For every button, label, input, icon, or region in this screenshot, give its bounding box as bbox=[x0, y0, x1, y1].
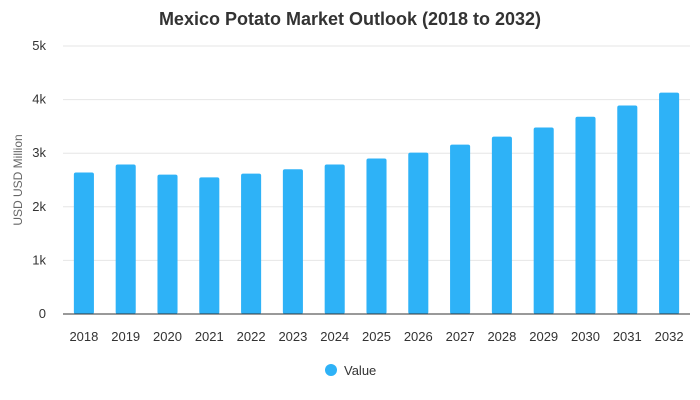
bar[interactable] bbox=[199, 177, 220, 314]
x-axis-ticks: 2018 2019 2020 2021 2022 2023 2024 2025 2026 2027… bbox=[69, 329, 683, 344]
x-tick-label: 2021 bbox=[195, 329, 224, 344]
x-tick-label: 2018 bbox=[69, 329, 98, 344]
bar[interactable] bbox=[659, 92, 680, 314]
bar[interactable] bbox=[575, 116, 596, 314]
bar[interactable] bbox=[366, 158, 387, 314]
x-tick-label: 2019 bbox=[111, 329, 140, 344]
y-tick-label: 0 bbox=[39, 306, 46, 321]
bar[interactable] bbox=[324, 164, 345, 314]
y-tick-label: 3k bbox=[32, 145, 46, 160]
x-tick-label: 2027 bbox=[446, 329, 475, 344]
chart-title: Mexico Potato Market Outlook (2018 to 20… bbox=[159, 9, 541, 29]
bars bbox=[73, 92, 680, 314]
y-tick-label: 4k bbox=[32, 92, 46, 107]
x-tick-label: 2029 bbox=[529, 329, 558, 344]
bar[interactable] bbox=[408, 152, 429, 314]
bar[interactable] bbox=[115, 164, 136, 314]
x-tick-label: 2031 bbox=[613, 329, 642, 344]
x-tick-label: 2026 bbox=[404, 329, 433, 344]
bar[interactable] bbox=[73, 172, 94, 314]
x-tick-label: 2028 bbox=[487, 329, 516, 344]
y-axis-ticks: 0 1k 2k 3k 4k 5k bbox=[32, 38, 46, 321]
bar[interactable] bbox=[491, 136, 512, 314]
x-tick-label: 2022 bbox=[237, 329, 266, 344]
x-tick-label: 2025 bbox=[362, 329, 391, 344]
legend[interactable]: Value bbox=[325, 363, 376, 378]
bar[interactable] bbox=[617, 105, 638, 314]
legend-label: Value bbox=[344, 363, 376, 378]
y-tick-label: 1k bbox=[32, 252, 46, 267]
y-tick-label: 5k bbox=[32, 38, 46, 53]
x-tick-label: 2030 bbox=[571, 329, 600, 344]
legend-marker-icon bbox=[325, 364, 337, 376]
x-tick-label: 2023 bbox=[278, 329, 307, 344]
y-tick-label: 2k bbox=[32, 199, 46, 214]
bar[interactable] bbox=[450, 144, 471, 314]
x-tick-label: 2032 bbox=[655, 329, 684, 344]
bar[interactable] bbox=[282, 169, 303, 314]
bar[interactable] bbox=[241, 173, 262, 314]
y-axis-title: USD USD Million bbox=[11, 134, 25, 225]
x-tick-label: 2020 bbox=[153, 329, 182, 344]
x-tick-label: 2024 bbox=[320, 329, 349, 344]
bar[interactable] bbox=[533, 127, 554, 314]
bar[interactable] bbox=[157, 174, 178, 314]
